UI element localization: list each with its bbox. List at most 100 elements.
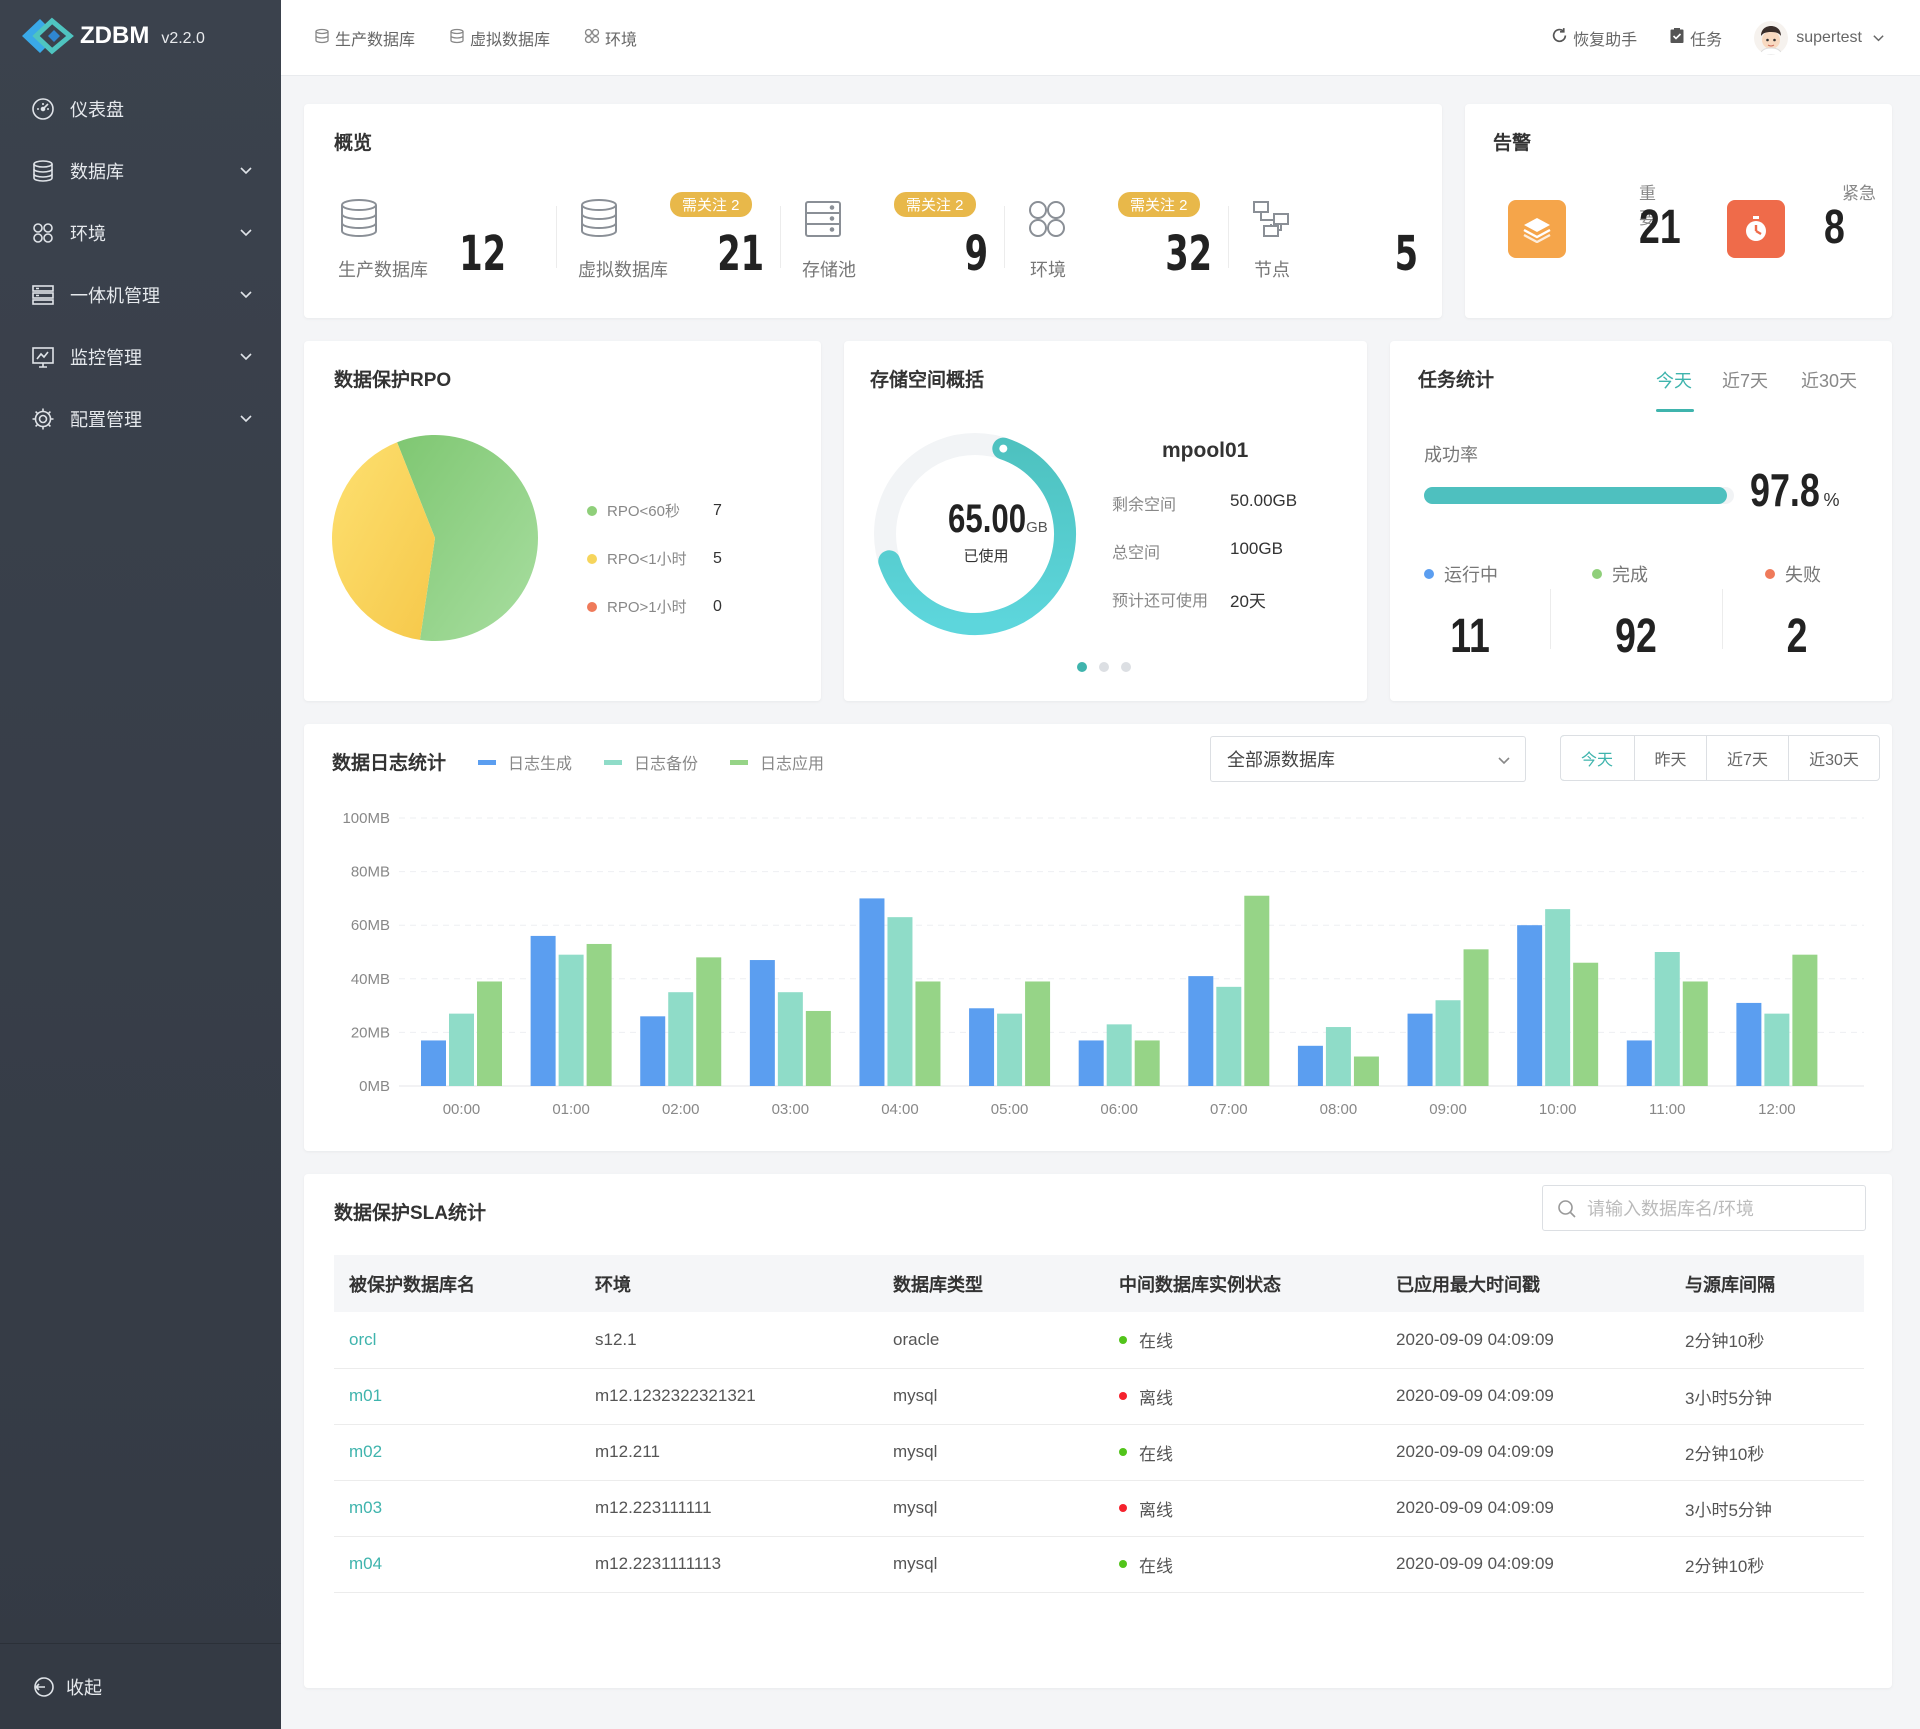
chart-bar[interactable] xyxy=(1545,909,1571,1086)
table-row[interactable]: m02 m12.211 mysql 在线 2020-09-09 04:09:09… xyxy=(334,1424,1864,1481)
attention-badge[interactable]: 需关注 2 xyxy=(1118,192,1200,217)
column-header[interactable]: 中间数据库实例状态 xyxy=(1119,1274,1281,1295)
tab-today[interactable]: 今天 xyxy=(1656,371,1692,391)
chart-bar[interactable] xyxy=(477,981,502,1086)
chart-bar[interactable] xyxy=(1407,1013,1433,1086)
pie-slice-rpo-60s[interactable] xyxy=(397,435,538,641)
chart-bar[interactable] xyxy=(1463,949,1489,1086)
chart-bar[interactable] xyxy=(1188,976,1214,1086)
chart-bar[interactable] xyxy=(530,935,556,1086)
attention-badge[interactable]: 需关注 2 xyxy=(894,192,976,217)
overview-item-production-db[interactable]: 生产数据库 12 xyxy=(338,198,506,298)
rpo-legend-item[interactable]: RPO<60秒 7 xyxy=(587,500,787,521)
chart-bar[interactable] xyxy=(859,898,885,1086)
sidebar-item-appliance[interactable]: 一体机管理 xyxy=(0,264,281,326)
column-header[interactable]: 与源库间隔 xyxy=(1685,1274,1775,1295)
done-count[interactable]: 92 xyxy=(1615,610,1657,663)
range-yesterday-button[interactable]: 昨天 xyxy=(1634,736,1706,780)
tasks-button[interactable]: 任务 xyxy=(1669,26,1722,50)
column-header[interactable]: 环境 xyxy=(595,1274,631,1295)
chart-bar[interactable] xyxy=(1792,954,1818,1086)
overview-item-virtual-db[interactable]: 需关注 2 虚拟数据库 21 xyxy=(578,192,764,298)
overview-item-environment[interactable]: 需关注 2 环境 32 xyxy=(1026,192,1212,298)
tab-30days[interactable]: 近30天 xyxy=(1801,371,1858,391)
sla-search-input[interactable]: 请输入数据库名/环境 xyxy=(1542,1185,1866,1231)
restore-assistant-button[interactable]: 恢复助手 xyxy=(1551,26,1637,50)
db-name-link[interactable]: m02 xyxy=(334,1424,580,1481)
topnav-environment[interactable]: 环境 xyxy=(584,26,637,50)
chart-bar[interactable] xyxy=(777,992,803,1086)
db-name-link[interactable]: m01 xyxy=(334,1368,580,1425)
topnav-production-db[interactable]: 生产数据库 xyxy=(314,26,415,50)
db-name-link[interactable]: m04 xyxy=(334,1536,580,1593)
chart-bar[interactable] xyxy=(969,1008,995,1086)
chart-bar[interactable] xyxy=(640,1016,666,1086)
chart-bar[interactable] xyxy=(1764,1013,1790,1086)
table-row[interactable]: m04 m12.2231111113 mysql 在线 2020-09-09 0… xyxy=(334,1536,1864,1593)
chart-bar[interactable] xyxy=(421,1040,446,1086)
chart-bar[interactable] xyxy=(1682,981,1708,1086)
sidebar-item-environment[interactable]: 环境 xyxy=(0,202,281,264)
carousel-dot[interactable] xyxy=(1121,662,1131,672)
chart-bar[interactable] xyxy=(997,1013,1023,1086)
chart-bar[interactable] xyxy=(749,960,775,1086)
collapse-button[interactable]: 收起 xyxy=(0,1643,281,1729)
chart-legend-item[interactable]: 日志备份 xyxy=(604,750,698,774)
range-today-button[interactable]: 今天 xyxy=(1561,736,1635,780)
app-logo[interactable]: ZDBM v2.2.0 xyxy=(20,14,205,58)
chart-bar[interactable] xyxy=(1435,1000,1461,1086)
column-header[interactable]: 数据库类型 xyxy=(893,1274,983,1295)
chart-bar[interactable] xyxy=(1736,1002,1762,1086)
overview-item-storage-pool[interactable]: 需关注 2 存储池 9 xyxy=(802,192,988,298)
chart-bar[interactable] xyxy=(1654,952,1680,1086)
alarm-urgent[interactable]: 紧急 8 xyxy=(1727,184,1877,284)
chart-bar[interactable] xyxy=(1134,1040,1160,1086)
range-30days-button[interactable]: 近30天 xyxy=(1788,736,1879,780)
chart-bar[interactable] xyxy=(1517,925,1543,1086)
table-row[interactable]: m03 m12.223111111 mysql 离线 2020-09-09 04… xyxy=(334,1480,1864,1537)
chart-bar[interactable] xyxy=(1573,962,1599,1086)
chart-legend-item[interactable]: 日志生成 xyxy=(478,750,572,774)
chart-bar[interactable] xyxy=(449,1013,474,1086)
chart-bar[interactable] xyxy=(1078,1040,1104,1086)
sidebar-item-dashboard[interactable]: 仪表盘 xyxy=(0,78,281,140)
overview-item-node[interactable]: 节点 5 xyxy=(1250,198,1418,298)
chart-bar[interactable] xyxy=(1106,1024,1132,1086)
chart-bar[interactable] xyxy=(696,957,722,1086)
column-header[interactable]: 被保护数据库名 xyxy=(349,1274,475,1295)
sidebar-item-monitor[interactable]: 监控管理 xyxy=(0,326,281,388)
sidebar-item-settings[interactable]: 配置管理 xyxy=(0,388,281,450)
failed-count[interactable]: 2 xyxy=(1786,610,1808,663)
table-row[interactable]: orcl s12.1 oracle 在线 2020-09-09 04:09:09… xyxy=(334,1312,1864,1369)
chart-bar[interactable] xyxy=(668,992,694,1086)
topnav-virtual-db[interactable]: 虚拟数据库 xyxy=(449,26,550,50)
chart-bar[interactable] xyxy=(1244,895,1270,1086)
tab-7days[interactable]: 近7天 xyxy=(1722,371,1769,391)
chart-bar[interactable] xyxy=(887,917,913,1086)
carousel-dot[interactable] xyxy=(1099,662,1109,672)
table-row[interactable]: m01 m12.1232322321321 mysql 离线 2020-09-0… xyxy=(334,1368,1864,1425)
pie-slice-rpo-1h[interactable] xyxy=(332,442,435,640)
chart-bar[interactable] xyxy=(1325,1027,1351,1086)
chart-bar[interactable] xyxy=(1216,986,1242,1086)
running-count[interactable]: 11 xyxy=(1450,610,1490,663)
user-menu[interactable]: supertest xyxy=(1754,21,1890,55)
attention-badge[interactable]: 需关注 2 xyxy=(670,192,752,217)
chart-bar[interactable] xyxy=(558,954,584,1086)
alarm-important[interactable]: 重要 21 xyxy=(1508,184,1681,284)
column-header[interactable]: 已应用最大时间戳 xyxy=(1396,1274,1540,1295)
chart-bar[interactable] xyxy=(805,1010,831,1086)
chart-bar[interactable] xyxy=(586,943,612,1086)
chart-bar[interactable] xyxy=(1025,981,1051,1086)
sidebar-item-database[interactable]: 数据库 xyxy=(0,140,281,202)
chart-bar[interactable] xyxy=(915,981,941,1086)
rpo-legend-item[interactable]: RPO>1小时 0 xyxy=(587,596,787,617)
carousel-dot[interactable] xyxy=(1077,662,1087,672)
rpo-legend-item[interactable]: RPO<1小时 5 xyxy=(587,548,787,569)
range-7days-button[interactable]: 近7天 xyxy=(1706,736,1788,780)
db-name-link[interactable]: orcl xyxy=(334,1312,580,1369)
source-db-select[interactable]: 全部源数据库 xyxy=(1210,736,1526,782)
chart-bar[interactable] xyxy=(1626,1040,1652,1086)
chart-bar[interactable] xyxy=(1297,1045,1323,1086)
db-name-link[interactable]: m03 xyxy=(334,1480,580,1537)
